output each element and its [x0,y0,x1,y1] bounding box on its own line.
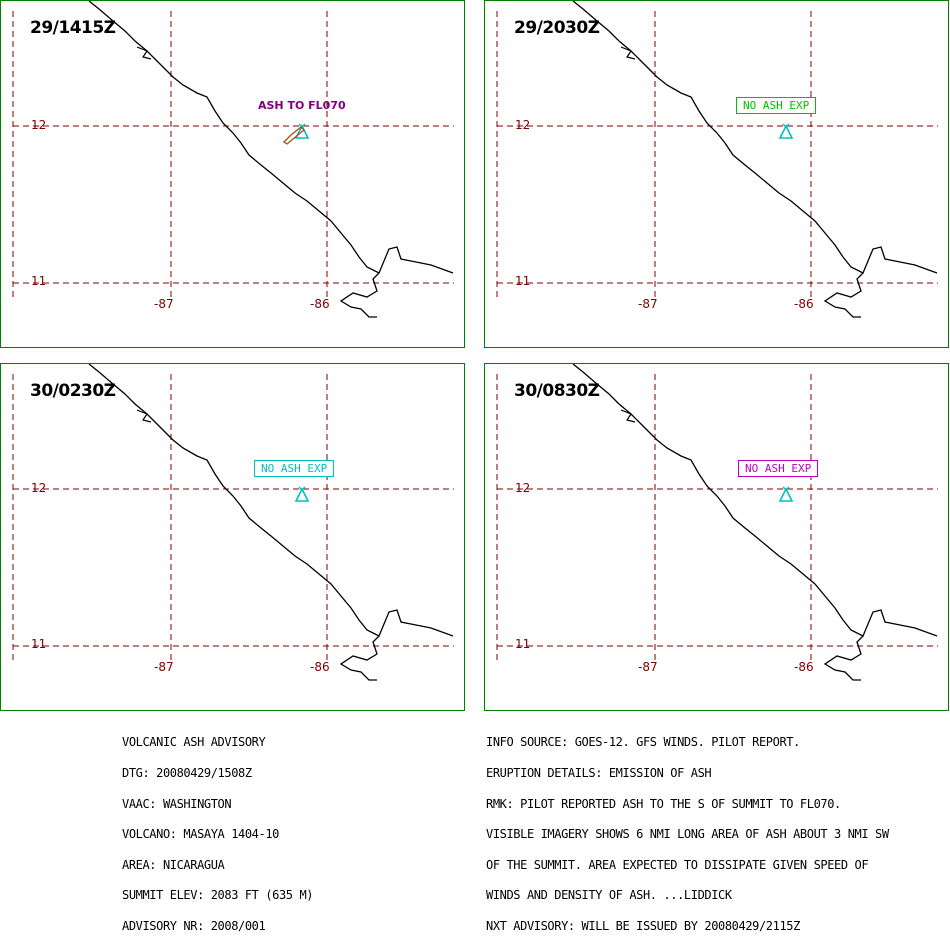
forecast-panel-4: 30/0830Z 12 11 -87 -86 NO ASH EXP [484,363,949,711]
advisory-summit-elev: SUMMIT ELEV: 2083 FT (635 M) [122,888,314,903]
advisory-remark-4: WINDS AND DENSITY OF ASH. ...LIDDICK [486,888,732,903]
map-panel-3 [12,364,454,681]
valid-time-label: 29/2030Z [514,18,600,38]
volcano-icon [294,486,310,502]
lat-label-12: 12 [515,481,531,495]
coastline [88,1,454,274]
forecast-panel-1: 29/1415Z 12 11 -87 -86 ASH TO FL070 [0,0,465,348]
advisory-dtg: DTG: 20080429/1508Z [122,766,252,780]
advisory-next: NXT ADVISORY: WILL BE ISSUED BY 20080429… [486,918,800,933]
lon-label-87: -87 [638,297,658,311]
lat-label-12: 12 [31,481,47,495]
advisory-title: VOLCANIC ASH ADVISORY [122,735,266,750]
volcano-icon [294,123,310,139]
gulf-coastline [339,272,380,318]
valid-time-label: 30/0830Z [514,381,600,401]
advisory-volcano: VOLCANO: MASAYA 1404-10 [122,827,279,842]
advisory-remark-3: OF THE SUMMIT. AREA EXPECTED TO DISSIPAT… [486,857,869,872]
ash-cloud-polygon [282,126,305,145]
lat-label-12: 12 [31,118,47,132]
advisory-header-block: VOLCANIC ASH ADVISORY DTG: 20080429/1508… [122,717,313,941]
volcano-icon [778,486,794,502]
map-panel-4 [496,364,938,681]
lat-label-11: 11 [515,637,531,651]
valid-time-label: 30/0230Z [30,381,116,401]
river-mouth [136,409,152,423]
forecast-panel-3: 30/0230Z 12 11 -87 -86 NO ASH EXP [0,363,465,711]
forecast-panel-2: 29/2030Z 12 11 -87 -86 NO ASH EXP [484,0,949,348]
map-panel-2 [496,1,938,318]
gulf-coastline [823,635,864,681]
advisory-eruption-details: ERUPTION DETAILS: EMISSION OF ASH [486,766,712,780]
advisory-remark: RMK: PILOT REPORTED ASH TO THE S OF SUMM… [486,796,841,811]
volcano-triangle [778,124,794,139]
river-mouth [620,409,636,423]
lon-label-86: -86 [310,660,330,674]
advisory-details-block: INFO SOURCE: GOES-12. GFS WINDS. PILOT R… [486,717,889,941]
volcano-plume-mark [298,486,306,491]
ash-status-label: ASH TO FL070 [258,99,346,112]
river-mouth [620,46,636,60]
lat-label-11: 11 [31,637,47,651]
lat-label-11: 11 [515,274,531,288]
lon-label-86: -86 [794,297,814,311]
ash-status-box: NO ASH EXP [736,97,817,114]
river-mouth [136,46,152,60]
lon-label-87: -87 [154,660,174,674]
lat-label-11: 11 [31,274,47,288]
lon-label-86: -86 [310,297,330,311]
volcano-plume-mark [298,123,306,128]
coastline [572,364,938,637]
lon-label-86: -86 [794,660,814,674]
volcano-triangle [294,124,310,139]
advisory-info-source: INFO SOURCE: GOES-12. GFS WINDS. PILOT R… [486,735,800,750]
advisory-remark-2: VISIBLE IMAGERY SHOWS 6 NMI LONG AREA OF… [486,827,889,842]
map-panel-1 [12,1,454,318]
advisory-vaac: VAAC: WASHINGTON [122,796,232,811]
coastline [572,1,938,274]
volcano-icon [778,123,794,139]
lon-label-87: -87 [638,660,658,674]
gulf-coastline [339,635,380,681]
advisory-number: ADVISORY NR: 2008/001 [122,918,266,933]
ash-status-box: NO ASH EXP [254,460,335,477]
lon-label-87: -87 [154,297,174,311]
advisory-area: AREA: NICARAGUA [122,857,225,872]
volcano-plume-mark [782,486,790,491]
ash-status-box: NO ASH EXP [738,460,819,477]
volcano-triangle [778,487,794,502]
lat-label-12: 12 [515,118,531,132]
coastline [88,364,454,637]
volcano-triangle [294,487,310,502]
gulf-coastline [823,272,864,318]
valid-time-label: 29/1415Z [30,18,116,38]
volcano-plume-mark [782,123,790,128]
